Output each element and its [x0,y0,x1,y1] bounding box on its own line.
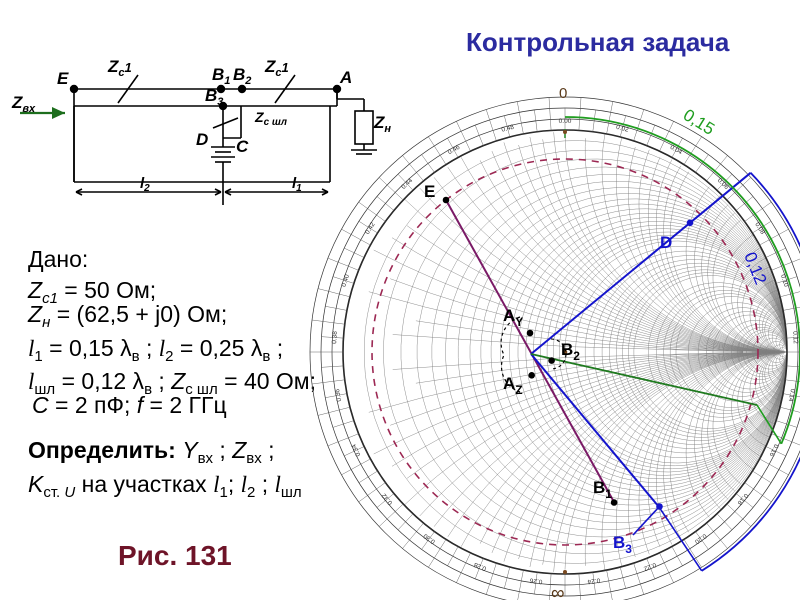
svg-text:0.32: 0.32 [380,492,394,507]
svg-text:∞: ∞ [551,583,565,600]
svg-text:C = 2 пФ; f = 2 ГГц: C = 2 пФ; f = 2 ГГц [32,392,227,418]
svg-text:l1 = 0,15 λв ; l2 = 0,25 λв ;: l1 = 0,15 λв ; l2 = 0,25 λв ; [28,335,283,365]
svg-text:E: E [57,69,69,88]
svg-text:Zc1: Zc1 [264,57,289,79]
svg-text:0.38: 0.38 [331,331,339,344]
svg-text:0.48: 0.48 [501,124,515,134]
svg-text:B2: B2 [233,65,251,87]
svg-text:Zc1: Zc1 [107,57,132,79]
svg-text:C: C [236,137,249,156]
svg-text:Рис. 131: Рис. 131 [118,540,232,571]
svg-text:0.30: 0.30 [422,532,437,545]
svg-text:Kст. U на участках l1; l2 ; lш: Kст. U на участках l1; l2 ; lшл [28,471,302,501]
svg-text:0.46: 0.46 [447,144,462,156]
svg-text:0.24: 0.24 [587,576,601,585]
svg-text:0.26: 0.26 [529,576,543,585]
svg-text:0.12: 0.12 [791,331,799,344]
svg-text:0,15: 0,15 [680,105,718,139]
svg-text:0.34: 0.34 [350,443,362,458]
svg-text:0: 0 [559,85,567,102]
svg-text:0.42: 0.42 [364,221,377,236]
svg-text:B1: B1 [212,65,230,87]
svg-text:l2: l2 [140,175,150,194]
svg-text:Zвх: Zвх [11,93,36,115]
svg-text:Определить: Yвх ; Zвх ;: Определить: Yвх ; Zвх ; [28,437,275,467]
svg-text:0.16: 0.16 [768,443,780,458]
svg-text:Дано:: Дано: [28,246,88,272]
svg-text:Zс шл: Zс шл [254,109,288,128]
svg-text:E: E [424,182,435,201]
svg-text:Zн = (62,5 + j0) Ом;: Zн = (62,5 + j0) Ом; [27,301,227,331]
svg-text:D: D [660,233,672,252]
svg-text:D: D [196,130,208,149]
svg-text:0.28: 0.28 [473,561,488,572]
svg-text:0.36: 0.36 [334,388,343,402]
svg-text:l1: l1 [292,175,302,194]
svg-text:0.40: 0.40 [340,273,351,288]
svg-text:0.18: 0.18 [736,492,750,507]
svg-text:0.20: 0.20 [693,532,708,545]
svg-text:Zн: Zн [373,113,391,135]
svg-text:0.00: 0.00 [559,118,572,125]
svg-text:0.22: 0.22 [642,561,657,572]
svg-text:A: A [339,68,352,87]
svg-text:Контрольная задача: Контрольная задача [466,27,730,57]
